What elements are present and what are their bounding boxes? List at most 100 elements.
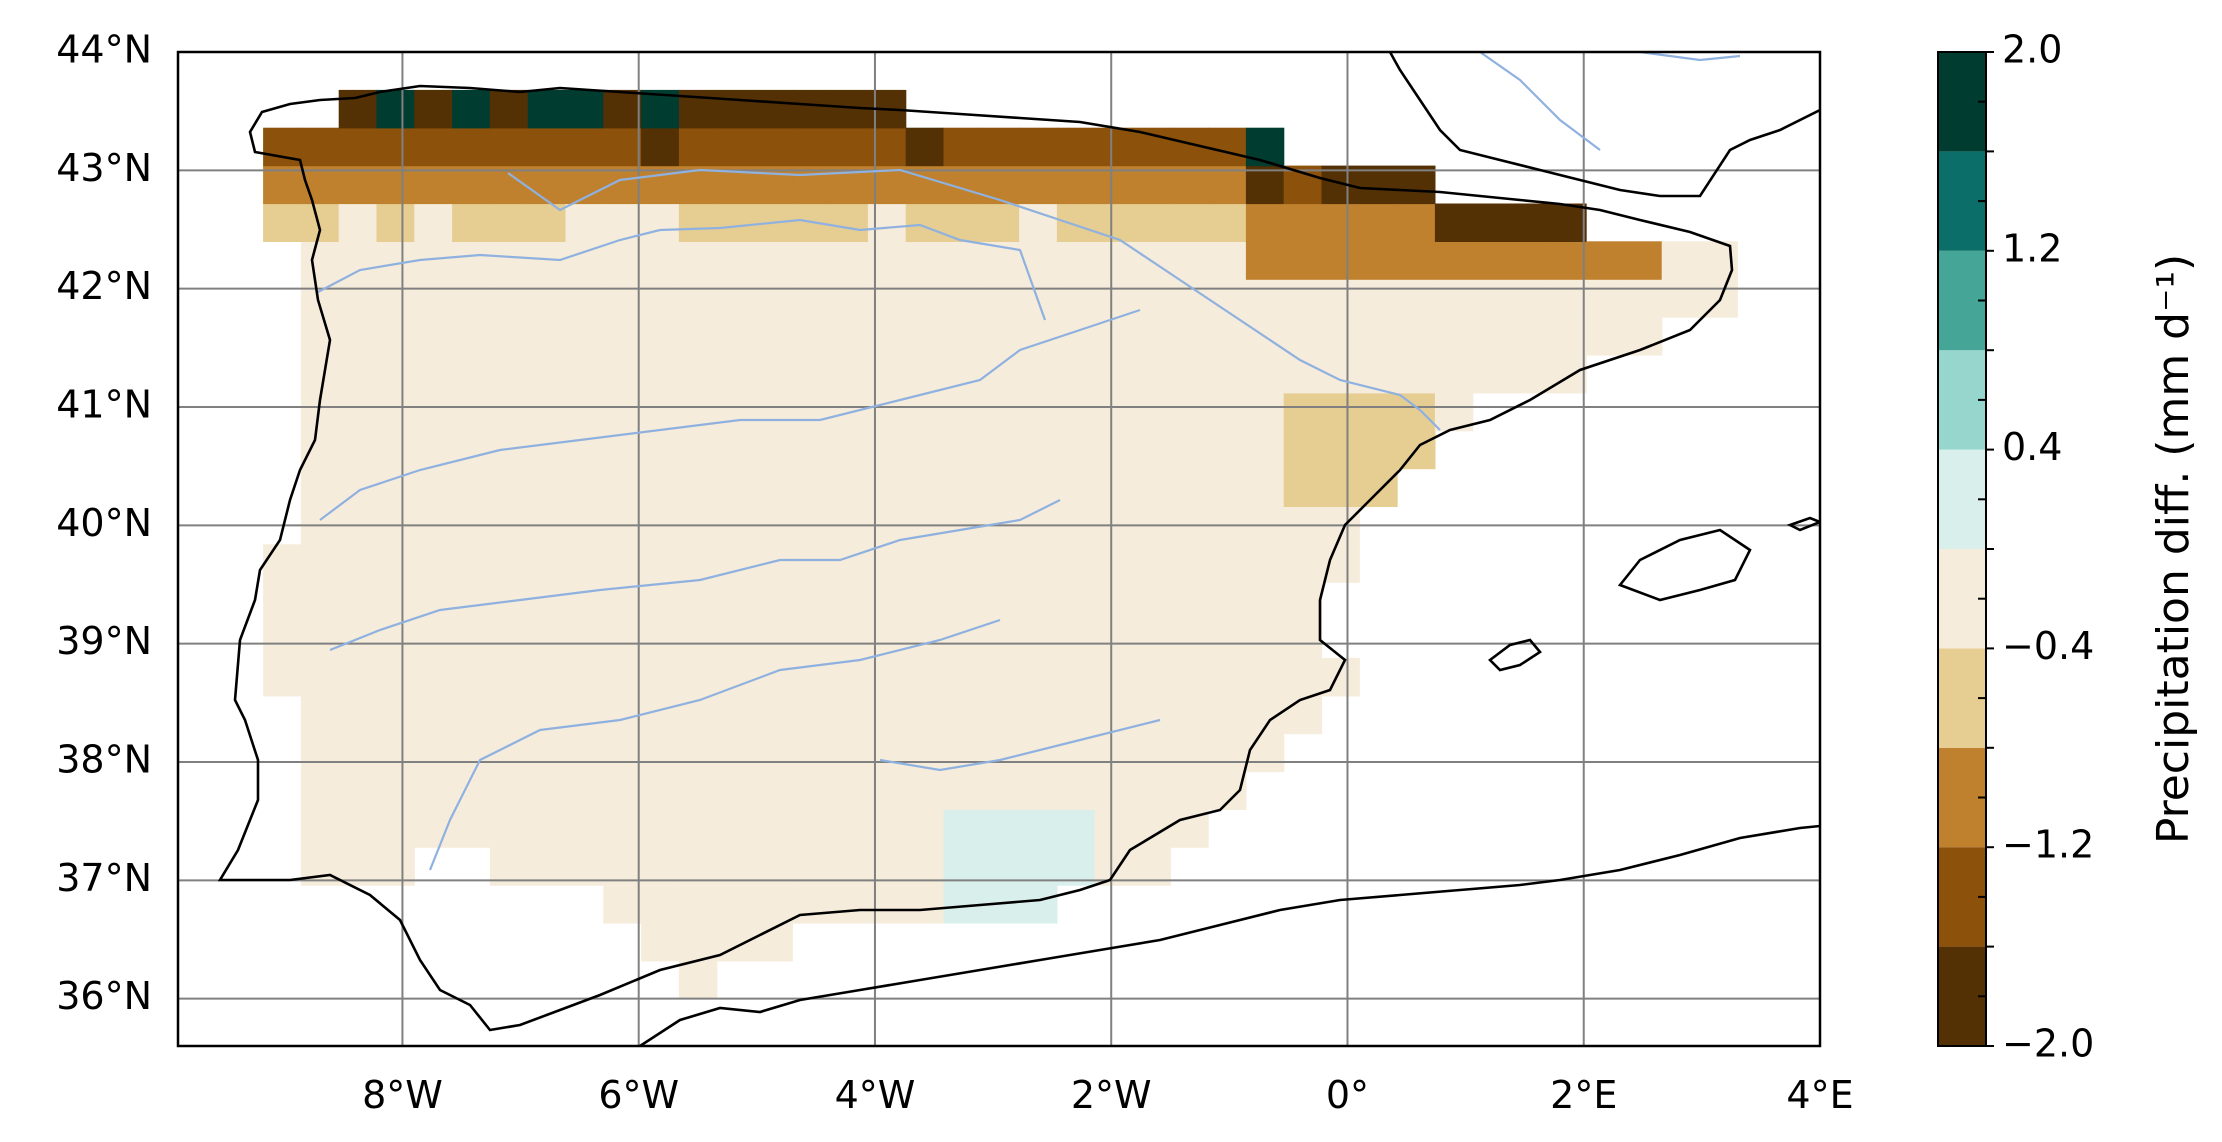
precip-cell	[1056, 203, 1096, 242]
precip-cell	[754, 544, 793, 583]
precip-cell	[792, 544, 831, 583]
precip-cell	[1548, 203, 1587, 242]
precip-cell	[603, 241, 642, 280]
precip-cell	[905, 317, 945, 356]
precip-cell	[1283, 203, 1323, 242]
precip-cell	[792, 317, 831, 356]
precip-cell	[981, 582, 1020, 621]
precip-cell	[905, 582, 945, 621]
precip-cell	[905, 544, 945, 583]
precip-cell	[1019, 885, 1058, 924]
precip-cell	[1056, 430, 1096, 470]
precip-cell	[641, 885, 680, 924]
precip-cell	[1359, 317, 1398, 356]
precip-cell	[489, 468, 529, 507]
precip-cell	[641, 165, 680, 205]
precip-cell	[678, 468, 718, 507]
precip-cell	[1321, 317, 1360, 356]
precip-cell	[1397, 165, 1436, 205]
precip-cell	[867, 241, 907, 280]
precip-cell	[1283, 657, 1323, 697]
precip-cell	[1094, 582, 1134, 621]
coastline-france	[1388, 52, 1820, 198]
precip-cell	[1208, 430, 1247, 470]
precip-cell	[338, 582, 378, 621]
precip-cell	[754, 695, 793, 735]
precip-cell	[830, 203, 869, 242]
precip-cell	[414, 695, 453, 735]
precip-cell	[300, 657, 340, 697]
precip-cell	[1245, 241, 1285, 280]
precip-cell	[981, 430, 1020, 470]
precip-cell	[716, 885, 756, 924]
precip-cell	[981, 203, 1020, 242]
precip-cell	[943, 771, 982, 810]
precip-cell	[527, 279, 567, 318]
precip-cell	[678, 279, 718, 318]
precip-cell	[300, 354, 340, 394]
precip-cell	[981, 847, 1020, 886]
precip-cell	[792, 733, 831, 773]
precip-cell	[641, 657, 680, 697]
precip-cell	[452, 657, 491, 697]
precip-cell	[1056, 809, 1096, 848]
precip-cell	[1208, 582, 1247, 621]
precip-cell	[452, 165, 491, 205]
precip-cell	[981, 317, 1020, 356]
latitude-label: 40°N	[56, 501, 152, 545]
precip-cell	[1397, 354, 1436, 394]
precip-cell	[981, 279, 1020, 318]
precip-cell	[376, 544, 415, 583]
precip-cell	[263, 203, 302, 242]
precip-cell	[678, 809, 718, 848]
precip-cell	[1019, 582, 1058, 621]
precip-cell	[641, 279, 680, 318]
precip-cell	[338, 430, 378, 470]
precip-cell	[1434, 203, 1474, 242]
precip-cell	[1510, 317, 1549, 356]
precip-cell	[452, 241, 491, 280]
precip-cell	[1472, 354, 1512, 394]
precip-cell	[830, 354, 869, 394]
precip-cell	[1245, 582, 1285, 621]
precip-cell	[1132, 430, 1171, 470]
river-duero	[317, 218, 1047, 321]
latitude-label: 41°N	[56, 383, 152, 427]
precip-cell	[1208, 468, 1247, 507]
precip-cell	[489, 809, 529, 848]
precip-cell	[1397, 279, 1436, 318]
precip-cell	[1170, 620, 1209, 659]
precip-cell	[1208, 354, 1247, 394]
precip-cell	[1321, 165, 1360, 205]
precip-cell	[867, 468, 907, 507]
precip-cell	[1170, 733, 1209, 773]
precip-cell	[1132, 771, 1171, 810]
precip-cell	[414, 544, 453, 583]
precip-cell	[338, 544, 378, 583]
precip-cell	[905, 771, 945, 810]
precip-cell	[943, 657, 982, 697]
precip-cell	[1623, 241, 1663, 280]
precip-cell	[867, 392, 907, 432]
precip-cell	[1094, 468, 1134, 507]
precip-cell	[1094, 241, 1134, 280]
precip-cell	[1132, 203, 1171, 242]
precip-cell	[1321, 468, 1360, 507]
precip-cell	[452, 620, 491, 659]
precip-cell	[1434, 317, 1474, 356]
precip-cell	[1586, 279, 1625, 318]
precip-cell	[1208, 620, 1247, 659]
precip-cell	[1019, 620, 1058, 659]
precip-cell	[1170, 430, 1209, 470]
precip-cell	[1245, 657, 1285, 697]
precip-cell	[754, 771, 793, 810]
precip-cell	[1245, 392, 1285, 432]
precip-cell	[943, 582, 982, 621]
precip-cell	[905, 127, 945, 167]
precip-cell	[338, 392, 378, 432]
precip-cell	[830, 733, 869, 773]
precip-cell	[338, 695, 378, 735]
precip-cell	[603, 392, 642, 432]
precip-cell	[1661, 279, 1701, 318]
precip-cell	[527, 809, 567, 848]
